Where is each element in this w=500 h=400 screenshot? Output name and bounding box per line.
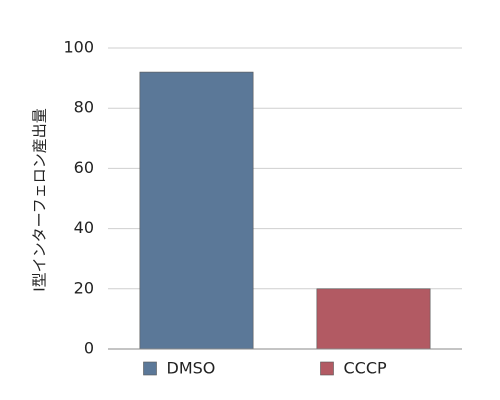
y-tick-label: 80 [74,98,94,117]
y-tick-label: 0 [84,339,94,358]
legend-swatch [320,361,334,376]
y-tick-label: 100 [63,38,94,57]
bar [316,288,431,350]
legend-label: DMSO [167,359,216,378]
legend-label: CCCP [344,359,388,378]
y-axis-label: I型インターフェロン産出量 [31,108,49,292]
y-tick-label: 40 [74,218,94,237]
y-tick-label: 60 [74,158,94,177]
y-tick-label: 20 [74,278,94,297]
bar [139,71,254,350]
legend-swatch [143,361,157,376]
